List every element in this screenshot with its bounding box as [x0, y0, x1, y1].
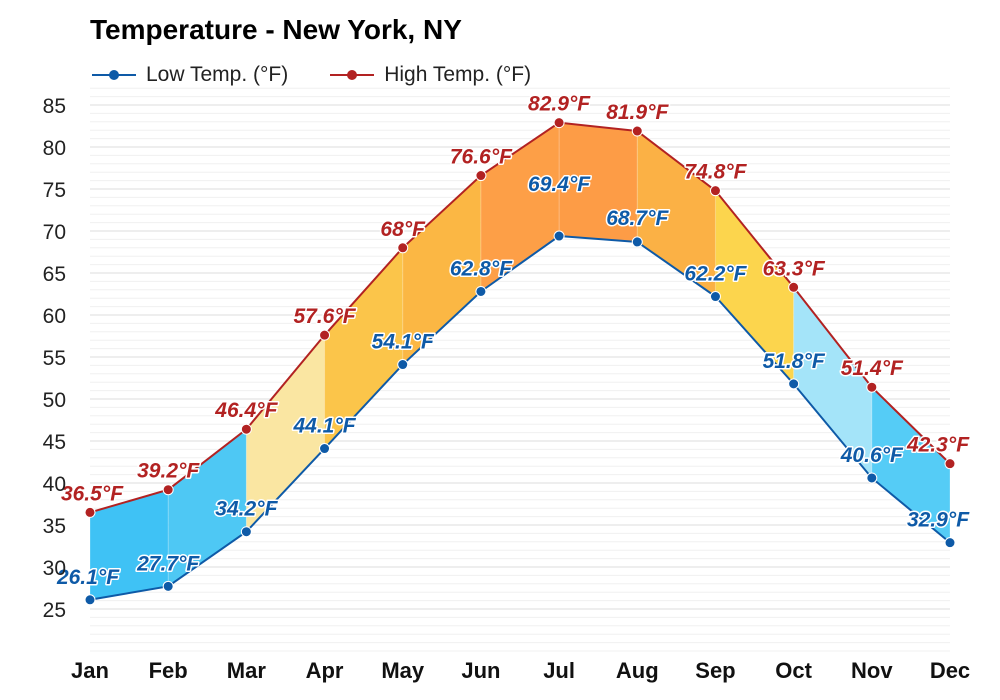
x-tick-label: Feb [149, 658, 188, 683]
x-tick-label: Sep [695, 658, 735, 683]
high-temp-point [162, 484, 174, 496]
high-temp-label: 36.5°F [61, 482, 124, 505]
range-band-segment [793, 287, 872, 478]
legend-label-low: Low Temp. (°F) [146, 63, 289, 86]
low-temp-point [84, 594, 96, 606]
y-tick-label: 35 [43, 515, 66, 538]
range-band-segment [246, 335, 325, 532]
legend-label-high: High Temp. (°F) [384, 63, 532, 86]
chart-title: Temperature - New York, NY [90, 14, 462, 45]
high-temp-label: 76.6°F [450, 146, 513, 169]
line-layer [89, 121, 951, 601]
legend: Low Temp. (°F) High Temp. (°F) [90, 60, 571, 90]
area-layer [89, 122, 951, 600]
low-temp-point [788, 378, 800, 390]
y-tick-label: 50 [43, 389, 66, 412]
low-temp-label: 62.8°F [450, 257, 513, 280]
low-temp-point [240, 526, 252, 538]
low-temp-label: 62.2°F [684, 263, 747, 286]
x-tick-label: Apr [306, 658, 344, 683]
y-tick-label: 70 [43, 221, 66, 244]
high-temp-label: 82.9°F [528, 93, 591, 116]
low-temp-point [631, 236, 643, 248]
low-temp-point [319, 443, 331, 455]
low-temp-label: 68.7°F [606, 207, 669, 230]
legend-item-high[interactable]: High Temp. (°F) [328, 63, 531, 87]
low-temp-label: 51.8°F [763, 350, 826, 373]
high-temp-point [553, 117, 565, 129]
low-temp-label: 69.4°F [528, 173, 591, 196]
x-tick-label: Dec [930, 658, 970, 683]
y-tick-label: 80 [43, 137, 66, 160]
point-layer [84, 117, 956, 606]
y-tick-label: 65 [43, 263, 66, 286]
x-tick-label: Nov [851, 658, 893, 683]
low-temp-point [162, 580, 174, 592]
high-temp-point [866, 381, 878, 393]
range-band-segment [871, 387, 950, 543]
legend-item-low[interactable]: Low Temp. (°F) [90, 63, 288, 87]
high-temp-point [475, 170, 487, 182]
low-temp-label: 54.1°F [372, 331, 435, 354]
x-tick-label: Jun [461, 658, 500, 683]
high-temp-point [709, 185, 721, 197]
high-temp-label: 81.9°F [606, 101, 669, 124]
x-tick-label: Jan [71, 658, 109, 683]
y-tick-label: 55 [43, 347, 66, 370]
range-band-segment [402, 175, 481, 365]
high-temp-label: 51.4°F [841, 357, 904, 380]
high-temp-point [631, 125, 643, 137]
x-tick-label: May [381, 658, 425, 683]
legend-swatch-low [92, 70, 136, 80]
low-temp-label: 27.7°F [136, 552, 200, 575]
y-tick-label: 60 [43, 305, 66, 328]
axis-layer: 25 30 35 40 45 50 55 60 65 70 75 80 85 Jan Feb Mar Apr Ma… [43, 95, 971, 683]
low-temp-label: 34.2°F [215, 498, 278, 521]
high-temp-point [240, 423, 252, 435]
high-temp-point [788, 281, 800, 293]
x-tick-label: Oct [775, 658, 812, 683]
high-temp-label: 39.2°F [137, 460, 200, 483]
high-temp-label: 63.3°F [763, 257, 826, 280]
low-temp-point [866, 472, 878, 484]
low-temp-label: 40.6°F [840, 444, 904, 467]
low-temp-point [475, 285, 487, 297]
high-temp-point [84, 506, 96, 518]
range-band-segment [559, 122, 638, 242]
high-temp-label: 42.3°F [906, 434, 970, 457]
high-temp-point [319, 329, 331, 341]
y-tick-label: 25 [43, 599, 66, 622]
y-tick-label: 85 [43, 95, 66, 118]
y-tick-label: 40 [43, 473, 66, 496]
range-band-segment [324, 247, 403, 449]
x-tick-label: Mar [227, 658, 267, 683]
high-temp-label: 68°F [380, 218, 426, 241]
high-temp-point [944, 458, 956, 470]
high-temp-label: 46.4°F [214, 399, 278, 422]
range-band-segment [168, 429, 247, 587]
range-band-segment [715, 190, 794, 384]
y-tick-label: 30 [43, 557, 66, 580]
x-tick-label: Jul [543, 658, 575, 683]
low-temp-line [89, 235, 951, 601]
low-temp-point [709, 291, 721, 303]
range-band-segment [90, 489, 169, 600]
low-temp-point [553, 230, 565, 242]
low-temp-point [944, 537, 956, 549]
legend-swatch-high [330, 70, 375, 80]
low-temp-label: 26.1°F [56, 566, 120, 589]
high-temp-line [89, 121, 951, 514]
low-temp-label: 32.9°F [907, 509, 970, 532]
high-temp-label: 74.8°F [684, 161, 747, 184]
low-temp-label: 44.1°F [292, 415, 356, 438]
high-temp-point [397, 242, 409, 254]
label-layer: 36.5°F 39.2°F 46.4°F 57.6°F 68°F 76.6°F 82.9°F… [54, 91, 971, 590]
high-temp-label: 57.6°F [293, 305, 356, 328]
y-tick-label: 45 [43, 431, 66, 454]
low-temp-point [397, 359, 409, 371]
y-tick-label: 75 [43, 179, 66, 202]
x-tick-label: Aug [616, 658, 659, 683]
